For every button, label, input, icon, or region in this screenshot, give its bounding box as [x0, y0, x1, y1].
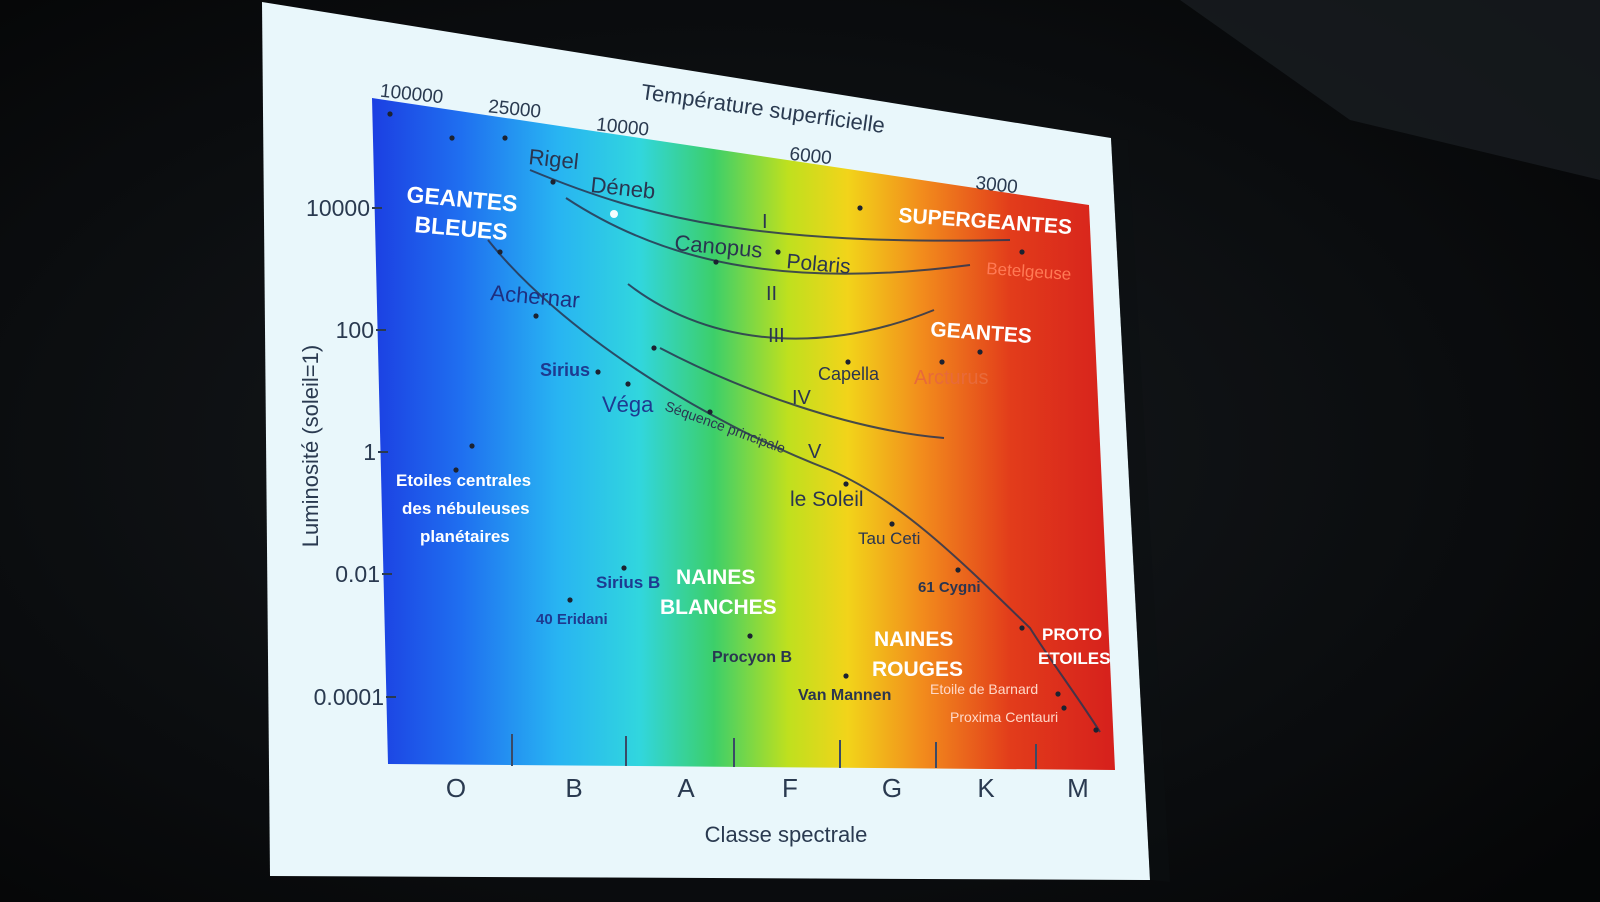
class-IV-curve: [659, 347, 945, 439]
central-stars-label-3: planétaires: [420, 527, 510, 546]
left-axis-label: Luminosité (soleil=1): [298, 345, 323, 547]
bottom-tick: B: [565, 773, 582, 803]
star-label: Polaris: [786, 250, 852, 279]
bottom-tick: O: [446, 773, 466, 803]
bottom-tick: A: [677, 773, 695, 803]
class-label: II: [766, 283, 777, 305]
proto-stars-label-1: PROTO: [1042, 625, 1102, 644]
red-dwarfs-label-1: NAINES: [874, 628, 953, 651]
bottom-axis-label: Classe spectrale: [705, 822, 868, 847]
star-label: Procyon B: [712, 649, 792, 666]
luminosity-curves: [487, 169, 1101, 733]
star-label: Capella: [818, 364, 880, 384]
plot-area: [372, 98, 1115, 770]
class-label: V: [808, 441, 822, 463]
central-stars-label-2: des nébuleuses: [402, 499, 530, 518]
main-sequence-curve: [487, 239, 1101, 733]
proto-stars-label-2: ETOILES: [1038, 649, 1110, 668]
bottom-tick: F: [782, 773, 798, 803]
class-II-curve: [565, 197, 971, 275]
left-tick: 10000: [306, 195, 370, 221]
star-label: Van Mannen: [798, 687, 891, 704]
bottom-tick: M: [1067, 773, 1089, 803]
screen-edge-shadow: [1111, 138, 1170, 882]
ceiling-shadow: [1180, 0, 1600, 180]
class-label: IV: [792, 387, 812, 409]
star-label: Sirius: [540, 360, 590, 380]
red-dwarfs-label-2: ROUGES: [872, 658, 963, 681]
star-label: Rigel: [527, 144, 579, 174]
star-label: 40 Eridani: [536, 611, 608, 628]
left-tick: 0.0001: [314, 684, 384, 710]
central-stars-label-1: Etoiles centrales: [396, 471, 531, 490]
star-label: Sirius B: [596, 573, 660, 592]
star-label: Tau Ceti: [858, 529, 920, 548]
class-label: I: [762, 211, 768, 233]
star-label: Etoile de Barnard: [930, 681, 1038, 697]
star-label: le Soleil: [790, 488, 864, 511]
class-I-curve: [529, 169, 1011, 242]
top-tick: 6000: [788, 144, 832, 169]
left-tick: 100: [336, 317, 374, 343]
left-tick: 1: [363, 439, 376, 465]
star-label: Véga: [602, 392, 654, 417]
left-tick-marks: [372, 207, 396, 698]
bright-star-dot: [610, 210, 618, 218]
class-III-curve: [627, 283, 935, 340]
bottom-tick-marks: [511, 734, 1037, 769]
star-points: [387, 111, 1099, 733]
white-dwarfs-label-1: NAINES: [676, 566, 755, 589]
top-tick: 3000: [974, 173, 1018, 198]
star-label: Proxima Centauri: [950, 709, 1058, 725]
white-dwarfs-label-2: BLANCHES: [660, 596, 777, 619]
bottom-tick: G: [882, 773, 902, 803]
left-tick: 0.01: [335, 561, 380, 587]
class-label: III: [768, 325, 785, 347]
bottom-tick: K: [977, 773, 995, 803]
star-label: 61 Cygni: [918, 579, 981, 596]
star-label: Arcturus: [914, 367, 988, 389]
